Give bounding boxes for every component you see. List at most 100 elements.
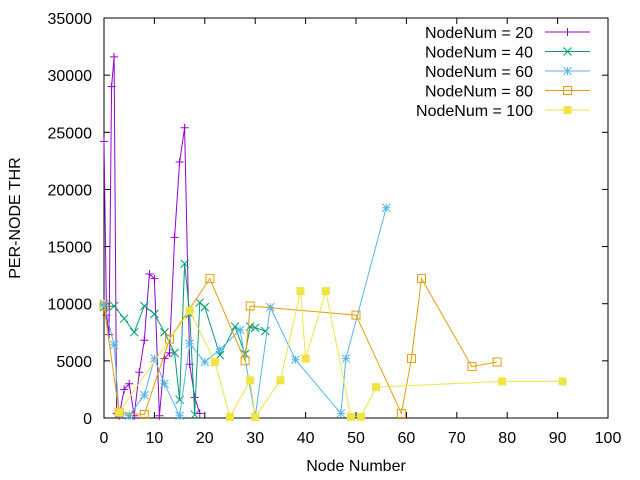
x-tick-label: 90 xyxy=(549,430,567,447)
point-marker xyxy=(260,326,270,336)
series-2 xyxy=(99,259,270,419)
point-marker xyxy=(381,203,391,213)
point-marker xyxy=(129,327,139,337)
x-tick-label: 40 xyxy=(297,430,315,447)
point-marker xyxy=(139,410,149,420)
point-marker xyxy=(170,348,179,358)
point-marker xyxy=(346,412,355,421)
point-marker xyxy=(492,357,502,367)
point-marker xyxy=(99,301,109,311)
y-tick-label: 10000 xyxy=(48,297,93,314)
x-tick-label: 10 xyxy=(146,430,164,447)
point-marker xyxy=(245,322,255,331)
x-tick-label: 80 xyxy=(498,430,516,447)
point-marker xyxy=(563,28,572,36)
point-marker xyxy=(180,259,189,269)
x-axis-title: Node Number xyxy=(306,458,406,475)
point-marker xyxy=(165,334,175,344)
legend-label: NodeNum = 80 xyxy=(425,84,533,101)
point-marker xyxy=(296,287,305,296)
y-tick-label: 30000 xyxy=(48,68,93,85)
point-marker xyxy=(155,411,164,420)
point-marker xyxy=(175,411,184,421)
point-marker xyxy=(240,356,250,366)
point-marker xyxy=(180,123,189,132)
point-marker xyxy=(246,376,255,385)
y-axis-title: PER-NODE THR xyxy=(7,157,24,279)
legend-item: NodeNum = 20 xyxy=(425,25,590,42)
series-line xyxy=(103,56,201,417)
point-marker xyxy=(124,411,134,421)
x-tick-label: 60 xyxy=(398,430,416,447)
x-tick-label: 70 xyxy=(448,430,466,447)
series-line xyxy=(118,290,563,419)
point-marker xyxy=(558,377,567,386)
point-marker xyxy=(190,393,199,402)
point-marker xyxy=(235,325,245,335)
point-marker xyxy=(200,302,210,312)
x-tick-label: 0 xyxy=(100,430,109,447)
point-marker xyxy=(109,340,119,350)
point-marker xyxy=(563,86,572,95)
point-marker xyxy=(250,323,260,333)
point-marker xyxy=(357,412,366,421)
point-marker xyxy=(120,385,129,394)
point-marker xyxy=(185,339,195,349)
point-marker xyxy=(119,314,129,323)
point-marker xyxy=(145,270,154,278)
point-marker xyxy=(99,299,109,309)
point-marker xyxy=(563,66,572,76)
legend-item: NodeNum = 60 xyxy=(425,64,590,81)
point-marker xyxy=(125,379,134,388)
point-marker xyxy=(265,302,275,312)
point-marker xyxy=(205,274,215,284)
point-marker xyxy=(109,301,119,311)
series-4 xyxy=(99,274,502,420)
point-marker xyxy=(291,355,300,365)
point-marker xyxy=(150,309,159,319)
legend: NodeNum = 20 NodeNum = 40 NodeNum = 60 Node… xyxy=(416,25,590,120)
legend-item: NodeNum = 100 xyxy=(416,103,590,120)
point-marker xyxy=(170,233,179,242)
point-marker xyxy=(230,322,240,331)
legend-label: NodeNum = 100 xyxy=(416,103,533,120)
y-tick-label: 15000 xyxy=(48,240,93,257)
x-tick-label: 100 xyxy=(595,430,622,447)
point-marker xyxy=(467,362,477,372)
point-marker xyxy=(321,287,330,296)
series-5 xyxy=(115,287,567,421)
point-marker xyxy=(185,306,194,315)
legend-label: NodeNum = 40 xyxy=(425,45,533,62)
point-marker xyxy=(396,408,406,418)
series-group xyxy=(99,52,567,422)
x-tick-label: 20 xyxy=(196,430,214,447)
point-marker xyxy=(351,310,361,320)
point-marker xyxy=(245,301,255,311)
point-marker xyxy=(139,390,149,400)
point-marker xyxy=(276,376,285,385)
point-marker xyxy=(100,137,108,146)
y-tick-label: 0 xyxy=(83,411,92,428)
point-marker xyxy=(251,412,260,421)
point-marker xyxy=(210,358,219,366)
y-tick-label: 35000 xyxy=(48,11,93,28)
series-line xyxy=(103,263,266,415)
point-marker xyxy=(107,82,116,91)
point-marker xyxy=(301,354,310,363)
y-tick-label: 25000 xyxy=(48,125,93,142)
point-marker xyxy=(190,410,200,419)
point-marker xyxy=(336,409,346,418)
point-marker xyxy=(563,106,572,114)
y-tick-label: 5000 xyxy=(56,354,92,371)
series-3 xyxy=(99,203,391,422)
point-marker xyxy=(140,336,149,345)
legend-label: NodeNum = 60 xyxy=(425,64,533,81)
y-tick-label: 20000 xyxy=(48,182,93,199)
legend-item: NodeNum = 80 xyxy=(425,84,590,101)
point-marker xyxy=(160,354,169,363)
legend-item: NodeNum = 40 xyxy=(425,45,590,62)
axis-ticks: 0 10 20 30 40 50 60 70 80 90 100 0 5000 10000 15000 200… xyxy=(48,11,622,447)
point-marker xyxy=(498,377,507,386)
point-marker xyxy=(341,354,351,363)
